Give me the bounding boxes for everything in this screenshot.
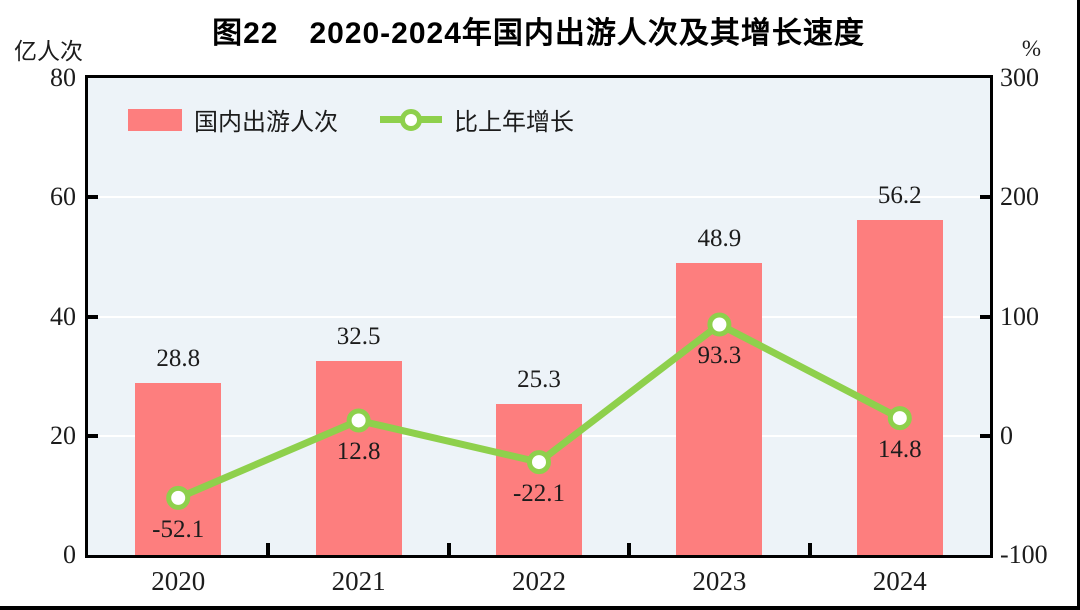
line-value-label: 93.3 [697, 342, 742, 370]
bottom-tick-mark [266, 543, 271, 555]
line-series [166, 312, 912, 510]
bar-value-label: 48.9 [697, 225, 742, 253]
right-tick-mark [980, 433, 990, 438]
line-marker-icon [707, 312, 732, 337]
bar [676, 263, 763, 555]
left-tick-mark [88, 433, 98, 438]
line-marker-icon [887, 406, 912, 431]
left-axis-tick-label: 40 [50, 301, 76, 331]
right-axis-unit: % [1021, 36, 1041, 61]
bar [496, 404, 582, 555]
line-marker-icon [346, 408, 371, 433]
line-value-label: 12.8 [336, 438, 381, 466]
line-marker-icon [527, 450, 551, 475]
right-axis-tick-label: 0 [1000, 420, 1013, 450]
bar [135, 383, 222, 555]
bar-value-label: 56.2 [877, 181, 922, 209]
line-value-label: -22.1 [512, 480, 566, 508]
line-value-label: -52.1 [152, 515, 205, 543]
bottom-tick-mark [446, 543, 451, 555]
x-axis-label: 2024 [872, 566, 927, 596]
line-value-label: 14.8 [877, 436, 922, 464]
x-axis-label: 2023 [692, 566, 747, 596]
legend-line-label: 比上年增长 [454, 110, 574, 136]
gridline [88, 315, 990, 318]
bar-value-label: 32.5 [336, 323, 381, 351]
x-axis-label: 2020 [151, 566, 206, 596]
bottom-tick-mark [807, 543, 812, 555]
legend-bar-label: 国内出游人次 [194, 110, 338, 136]
left-axis-tick-label: 0 [63, 540, 76, 569]
left-axis-tick-label: 60 [50, 182, 76, 212]
bar [315, 361, 402, 555]
left-tick-mark [88, 314, 98, 319]
chart-title: 图22 2020-2024年国内出游人次及其增长速度 [212, 17, 865, 50]
bar-value-label: 28.8 [156, 345, 201, 373]
left-axis-tick-label: 80 [50, 63, 76, 92]
left-axis-unit: 亿人次 [14, 39, 83, 64]
right-axis-tick-label: -100 [1000, 540, 1048, 569]
plot-area: 28.8 32.5 25.3 48.9 56.2 -52.1 12.8 -22.1 93.3 14… [85, 75, 993, 558]
legend-line-swatch [380, 108, 442, 131]
legend-bar-swatch [128, 108, 182, 131]
right-axis-tick-label: 200 [1000, 182, 1039, 212]
right-axis-tick-label: 300 [1000, 63, 1039, 92]
bottom-tick-mark [627, 543, 632, 555]
legend: 国内出游人次 比上年增长 [128, 102, 574, 137]
x-axis-label: 2021 [331, 566, 386, 596]
bar [856, 219, 943, 555]
legend-line-marker-icon [400, 108, 422, 131]
gridline [88, 196, 990, 199]
left-tick-mark [88, 195, 98, 200]
left-axis-tick-label: 20 [50, 420, 76, 450]
x-axis-label: 2022 [512, 566, 566, 596]
bar-value-label: 25.3 [517, 366, 561, 394]
line-marker-icon [166, 485, 191, 510]
right-axis-tick-label: 100 [1000, 301, 1039, 331]
right-tick-mark [980, 195, 990, 200]
right-tick-mark [980, 314, 990, 319]
